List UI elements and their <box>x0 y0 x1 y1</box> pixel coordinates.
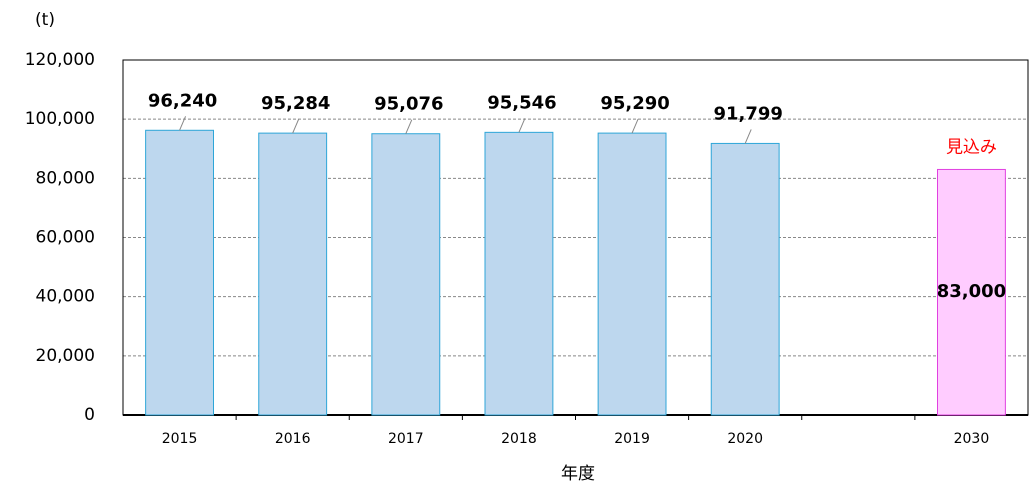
y-tick-label: 100,000 <box>25 109 95 129</box>
x-tick-label: 2030 <box>954 431 990 447</box>
bar <box>710 142 780 416</box>
data-label: 91,799 <box>713 103 782 124</box>
bar <box>484 131 554 416</box>
data-label: 83,000 <box>937 281 1006 302</box>
leader-line <box>405 119 413 134</box>
x-tick-label: 2019 <box>614 431 650 447</box>
leader-line <box>631 118 639 134</box>
bar <box>145 129 214 416</box>
x-tick-label: 2015 <box>162 431 198 447</box>
x-tick-label: 2017 <box>388 431 424 447</box>
x-axis-label: 年度 <box>561 464 595 484</box>
x-tick-label: 2020 <box>727 431 763 447</box>
y-tick-label: 60,000 <box>36 228 95 248</box>
y-tick-label: 0 <box>84 405 95 425</box>
y-tick-label: 20,000 <box>36 346 95 366</box>
data-label: 95,284 <box>261 93 330 114</box>
x-tick-label: 2016 <box>275 431 311 447</box>
leader-line <box>179 116 187 131</box>
x-tick-label: 2018 <box>501 431 537 447</box>
y-axis-label: (t) <box>35 10 55 30</box>
bar <box>371 133 441 416</box>
bar <box>937 168 1006 416</box>
annotation: 見込み <box>946 137 997 157</box>
bar <box>597 132 667 416</box>
bar <box>258 132 328 416</box>
y-tick-label: 120,000 <box>25 50 95 70</box>
leader-line <box>518 118 526 133</box>
data-label: 95,546 <box>487 92 556 113</box>
y-tick-label: 80,000 <box>36 168 95 188</box>
leader-line <box>744 129 752 144</box>
leader-line <box>292 118 300 134</box>
data-label: 95,290 <box>600 93 669 114</box>
data-label: 95,076 <box>374 94 443 115</box>
data-label: 96,240 <box>148 90 217 111</box>
y-tick-label: 40,000 <box>36 287 95 307</box>
